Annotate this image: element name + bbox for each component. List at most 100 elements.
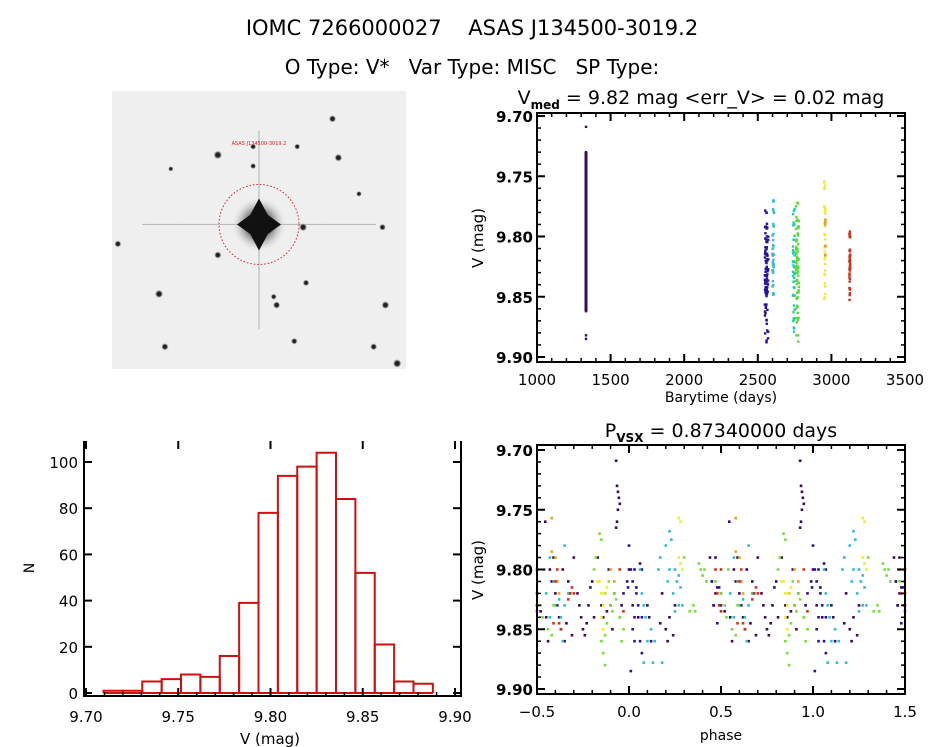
- phased-point: [738, 580, 741, 583]
- histogram-bars: [102, 451, 434, 694]
- phased-point: [844, 592, 848, 595]
- phased-point: [863, 562, 866, 565]
- x-tick-label: 0.5: [709, 703, 733, 721]
- phased-point: [550, 633, 554, 637]
- lightcurve-point: [764, 289, 767, 292]
- histogram-panel: 9.70 9.75 9.80 9.85 9.90 0 20 40 60 80 100 V (mag)…: [22, 441, 472, 747]
- phased-point: [673, 610, 677, 613]
- phased-point: [717, 604, 721, 607]
- histogram-bar: [393, 680, 415, 693]
- lightcurve-point: [766, 283, 770, 286]
- lightcurve-point: [795, 245, 798, 248]
- histogram-bar: [354, 571, 376, 693]
- phased-point: [629, 669, 633, 673]
- lightcurve-point: [797, 340, 800, 343]
- lightcurve-point: [771, 208, 775, 211]
- field-star: [298, 222, 308, 232]
- phased-point: [673, 568, 677, 571]
- lightcurve-title-rest: = 9.82 mag <err_V> = 0.02 mag: [560, 87, 884, 109]
- phased-point: [618, 502, 622, 506]
- phased-point: [789, 621, 793, 625]
- lightcurve-point: [792, 318, 796, 321]
- lightcurve-point: [792, 238, 795, 241]
- phased-point: [548, 556, 552, 559]
- lightcurve-point: [772, 232, 775, 236]
- x-tick-label: 2000: [665, 371, 703, 389]
- phased-point: [620, 639, 623, 643]
- lightcurve-point: [823, 269, 827, 272]
- phased-point: [801, 496, 805, 500]
- lightcurve-point: [764, 209, 767, 212]
- field-star: [270, 293, 277, 300]
- lightcurve-point: [848, 230, 852, 233]
- lightcurve-point: [763, 314, 767, 317]
- phased-point: [646, 639, 649, 643]
- phased-point: [559, 627, 563, 631]
- phased-point: [855, 633, 859, 637]
- field-star: [213, 150, 223, 160]
- phased-point: [614, 526, 618, 529]
- field-star: [249, 162, 257, 170]
- lightcurve-point: [848, 254, 852, 258]
- phased-point: [714, 556, 717, 559]
- lightcurve-point: [765, 274, 769, 278]
- lightcurve-point: [823, 297, 826, 301]
- phased-point: [688, 610, 692, 613]
- lightcurve-point: [791, 245, 795, 248]
- phased-point: [852, 616, 855, 619]
- phased-point: [638, 639, 642, 643]
- phased-point: [857, 568, 861, 571]
- y-tick-label: 9.90: [496, 681, 533, 699]
- lightcurve-point: [765, 322, 768, 325]
- lightcurve-point: [792, 264, 795, 267]
- phased-xlabel: phase: [700, 728, 742, 744]
- lightcurve-point: [797, 316, 800, 320]
- lightcurve-point: [797, 285, 801, 289]
- x-tick-label: 1.5: [893, 703, 917, 721]
- lightcurve-point: [824, 223, 827, 226]
- phased-point: [566, 592, 570, 595]
- phased-point: [750, 592, 754, 595]
- lightcurve-point: [823, 296, 827, 299]
- lightcurve-point: [791, 260, 795, 264]
- lightcurve-point: [792, 280, 795, 283]
- lightcurve-ylabel: V (mag): [469, 208, 487, 268]
- phased-point: [811, 544, 815, 547]
- lightcurve-point: [795, 265, 798, 268]
- lightcurve-point: [797, 257, 800, 261]
- histogram-bar: [315, 451, 337, 693]
- lightcurve-point: [797, 288, 800, 292]
- target-label: ASAS J134500-3019.2: [232, 141, 287, 147]
- phased-point: [769, 621, 772, 625]
- lightcurve-point: [766, 337, 770, 340]
- x-tick-label: 0.0: [617, 703, 641, 721]
- phased-point: [750, 598, 754, 601]
- chart-title-line1: IOMC 7266000027 ASAS J134500-3019.2: [245, 16, 699, 40]
- phased-point: [817, 568, 820, 571]
- phased-point: [701, 574, 704, 577]
- phased-point: [609, 604, 612, 607]
- phased-point: [668, 616, 671, 619]
- lightcurve-point: [823, 282, 827, 285]
- phased-point: [802, 502, 806, 506]
- lightcurve-point: [848, 277, 852, 280]
- phased-point: [806, 610, 809, 613]
- phased-point: [719, 568, 723, 571]
- phased-point: [642, 604, 646, 607]
- lightcurve-point: [795, 255, 799, 259]
- field-star: [328, 114, 337, 123]
- phased-point: [605, 621, 609, 625]
- phased-point: [557, 592, 561, 595]
- phased-point: [719, 592, 723, 595]
- phased-point: [741, 598, 745, 601]
- lightcurve-point: [848, 298, 851, 302]
- phased-point: [763, 616, 767, 619]
- lightcurve-point: [824, 220, 827, 224]
- lightcurve-point: [765, 247, 768, 251]
- phased-point: [607, 580, 611, 583]
- phased-point: [592, 568, 596, 571]
- lightcurve-point: [765, 339, 768, 342]
- lightcurve-point: [848, 258, 852, 261]
- phased-point: [666, 639, 669, 643]
- histogram-bar: [180, 673, 202, 693]
